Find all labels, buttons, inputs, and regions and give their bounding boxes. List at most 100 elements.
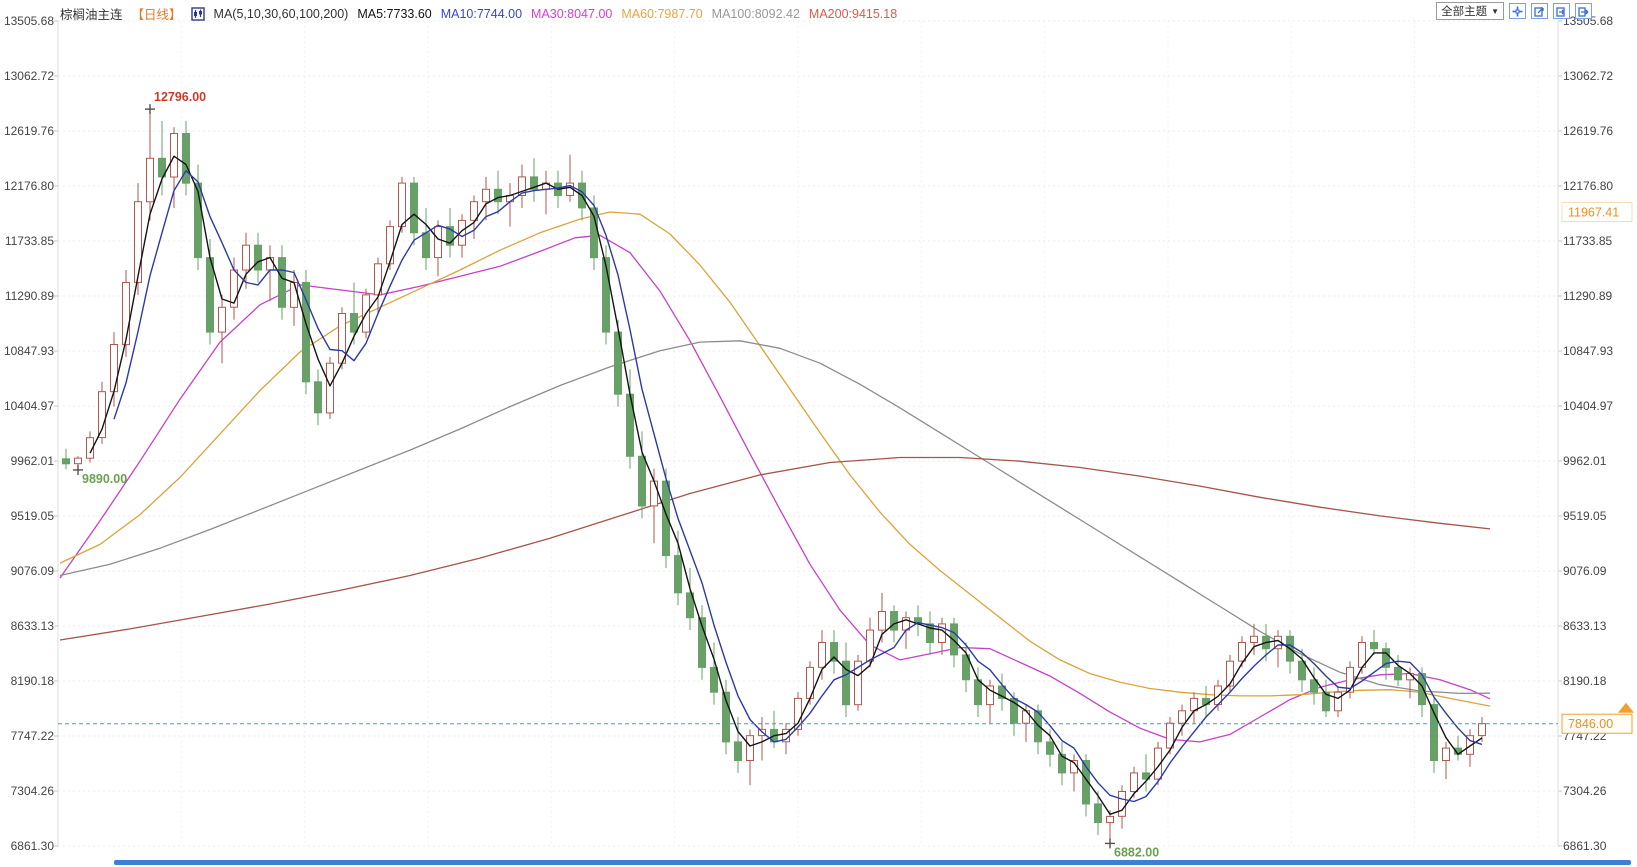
candle-body bbox=[602, 257, 610, 333]
candle-body bbox=[338, 313, 346, 364]
candle-body bbox=[674, 555, 682, 594]
candle-body bbox=[1310, 679, 1318, 693]
candle-body bbox=[266, 257, 274, 271]
theme-dropdown-label: 全部主题 bbox=[1441, 6, 1488, 18]
candle-body bbox=[1466, 735, 1474, 755]
theme-dropdown[interactable]: 全部主题 ▼ bbox=[1436, 2, 1504, 20]
high-price-annotation: 12796.00 bbox=[154, 90, 206, 104]
chart-header: 棕榈油主连 【日线】 MA(5,10,30,60,100,200) MA5:77… bbox=[60, 4, 897, 23]
candle-body bbox=[182, 133, 190, 184]
candle-body bbox=[614, 331, 622, 395]
candle-body bbox=[1226, 660, 1234, 687]
y-axis-label-right: 9076.09 bbox=[1563, 564, 1607, 578]
y-axis-label-right: 9962.01 bbox=[1563, 454, 1607, 468]
candle-body bbox=[98, 391, 106, 439]
kline-icon[interactable] bbox=[190, 6, 205, 21]
y-axis-label-left: 9076.09 bbox=[11, 564, 55, 578]
candle-body bbox=[986, 685, 994, 706]
y-axis-label-right: 11290.89 bbox=[1563, 289, 1612, 303]
y-axis-label-right: 9519.05 bbox=[1563, 509, 1607, 523]
candle-body bbox=[1382, 648, 1390, 668]
candle-body bbox=[638, 455, 646, 507]
candle-body bbox=[710, 666, 718, 693]
y-axis-label-left: 10404.97 bbox=[4, 399, 54, 413]
y-axis-label-right: 10404.97 bbox=[1563, 399, 1613, 413]
candle-body bbox=[686, 592, 694, 619]
candle-body bbox=[350, 313, 358, 333]
candle-body bbox=[734, 741, 742, 762]
y-axis-label-left: 13505.68 bbox=[4, 14, 54, 28]
svg-text:11967.41: 11967.41 bbox=[1568, 205, 1619, 219]
candle-body bbox=[518, 176, 526, 196]
y-axis-label-right: 6861.30 bbox=[1563, 839, 1607, 853]
period-label[interactable]: 【日线】 bbox=[131, 8, 182, 22]
chevron-down-icon: ▼ bbox=[1491, 6, 1499, 16]
candle-body bbox=[242, 244, 250, 271]
candle-body bbox=[662, 480, 670, 557]
svg-text:7846.00: 7846.00 bbox=[1568, 717, 1613, 731]
candle-body bbox=[110, 344, 118, 393]
ma5-value: MA5:7733.60 bbox=[357, 6, 432, 21]
candle-body bbox=[290, 282, 298, 308]
y-axis-label-left: 10847.93 bbox=[4, 344, 54, 358]
candle-body bbox=[86, 437, 94, 459]
candle-body bbox=[278, 257, 286, 308]
short-ma-lines bbox=[89, 155, 1483, 815]
candle-body bbox=[998, 685, 1006, 699]
ma10-value: MA10:7744.00 bbox=[440, 6, 523, 21]
candle-body bbox=[1418, 673, 1426, 706]
right-axis-flag: 11967.41 bbox=[1561, 201, 1633, 222]
candle-body bbox=[890, 611, 898, 631]
ma-line-ma5 bbox=[89, 155, 1483, 815]
candle-body bbox=[1346, 666, 1354, 693]
candle-body bbox=[650, 480, 658, 507]
candle-body bbox=[386, 226, 394, 265]
candle-body bbox=[1334, 691, 1342, 712]
pan-right-button[interactable] bbox=[1553, 3, 1570, 19]
chart-h-scrollbar[interactable] bbox=[114, 860, 1631, 865]
candle-body bbox=[1166, 722, 1174, 749]
candle-body bbox=[1130, 772, 1138, 793]
y-axis-label-left: 6861.30 bbox=[11, 839, 55, 853]
candle-body bbox=[446, 226, 454, 246]
candle-body bbox=[1430, 704, 1438, 761]
y-axis-label-left: 11733.85 bbox=[5, 234, 54, 248]
goto-latest-button[interactable] bbox=[1575, 3, 1592, 19]
candle-body bbox=[1082, 760, 1090, 805]
y-axis-label-right: 12176.80 bbox=[1563, 179, 1613, 193]
y-axis-label-right: 12619.76 bbox=[1563, 124, 1613, 138]
instrument-title: 棕榈油主连 bbox=[60, 8, 123, 22]
candle-body bbox=[422, 232, 430, 259]
candle-body bbox=[818, 642, 826, 668]
ma-overlays bbox=[59, 211, 1491, 743]
candle-body bbox=[842, 660, 850, 706]
candle-body bbox=[62, 458, 70, 465]
ma-line-ma60 bbox=[59, 211, 1491, 707]
candle-body bbox=[398, 182, 406, 228]
ma60-value: MA60:7987.70 bbox=[621, 6, 703, 21]
candle-body bbox=[1238, 642, 1246, 662]
ma-line-ma10 bbox=[113, 170, 1483, 803]
candle-body bbox=[950, 623, 958, 656]
auto-fit-button[interactable] bbox=[1531, 3, 1548, 19]
candle-body bbox=[1154, 747, 1162, 780]
candle-body bbox=[1298, 660, 1306, 681]
candle-body bbox=[314, 381, 322, 414]
auto-fit-icon bbox=[1534, 6, 1544, 17]
crosshair-button[interactable] bbox=[1509, 3, 1526, 19]
candle-body bbox=[410, 182, 418, 234]
candle-body bbox=[698, 617, 706, 668]
candle-body bbox=[1058, 753, 1066, 774]
candle-body bbox=[1178, 710, 1186, 724]
candle-body bbox=[458, 219, 466, 246]
candle-body bbox=[1370, 642, 1378, 650]
y-axis-label-left: 7747.22 bbox=[11, 729, 55, 743]
candle-body bbox=[746, 735, 754, 762]
candle-body bbox=[1022, 710, 1030, 724]
candle-body bbox=[122, 282, 130, 346]
y-axis-label-right: 10847.93 bbox=[1563, 344, 1613, 358]
y-axis-label-left: 8633.13 bbox=[11, 619, 55, 633]
goto-latest-icon bbox=[1578, 6, 1589, 17]
low-price-annotation: 6882.00 bbox=[1114, 845, 1159, 859]
